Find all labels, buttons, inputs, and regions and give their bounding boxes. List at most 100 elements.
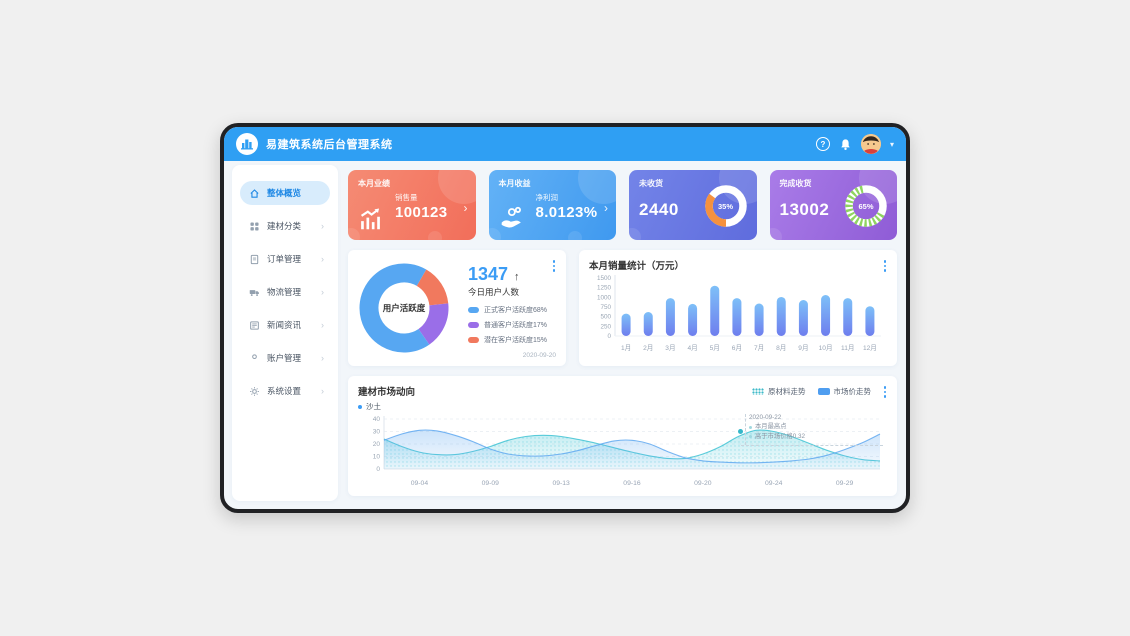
sidebar-item-1[interactable]: 整体概览: [240, 181, 330, 205]
chevron-right-icon: ›: [321, 386, 324, 396]
svg-text:1250: 1250: [597, 285, 612, 292]
tooltip-guide-line: [745, 414, 746, 445]
percent-label: 65%: [858, 201, 874, 211]
metric-value: 100123: [395, 204, 448, 221]
svg-text:09-29: 09-29: [836, 480, 854, 487]
svg-text:3月: 3月: [665, 344, 675, 352]
more-menu-icon[interactable]: [882, 258, 889, 274]
chevron-right-icon: ›: [321, 320, 324, 330]
sidebar-item-label: 账户管理: [267, 353, 302, 363]
date-label: 2020-09-20: [522, 352, 556, 359]
legend-label: 正式客户活跃度68%: [484, 307, 548, 314]
series-sub-label: 沙土: [358, 401, 887, 412]
news-icon: [250, 320, 259, 330]
bell-icon[interactable]: [839, 138, 852, 151]
svg-text:7月: 7月: [754, 344, 764, 352]
dot-icon: [749, 425, 752, 429]
svg-text:09-13: 09-13: [552, 480, 570, 487]
chevron-right-icon: ›: [321, 353, 324, 363]
orders-icon: [250, 254, 259, 264]
legend-label: 普通客户活跃度17%: [484, 322, 548, 329]
category-icon: [250, 221, 259, 231]
chevron-right-icon[interactable]: ›: [604, 200, 608, 215]
svg-text:1月: 1月: [621, 344, 631, 352]
svg-text:09-04: 09-04: [411, 480, 429, 487]
stat-card-received-done[interactable]: 完成收货 13002 65%: [769, 170, 897, 240]
more-menu-icon[interactable]: [882, 384, 889, 400]
chart-tooltip: 2020-09-22 本月最高点 高于市场价格0.32: [749, 414, 806, 440]
user-avatar[interactable]: [860, 134, 881, 154]
chevron-right-icon[interactable]: ›: [463, 200, 468, 215]
stat-card-performance[interactable]: 本月业绩 销售量 100123 ›: [348, 170, 476, 240]
activity-legend-item: 普通客户活跃度17%: [468, 320, 556, 330]
tooltip-date: 2020-09-22: [749, 414, 782, 421]
count-label: 今日用户人数: [468, 287, 520, 297]
svg-text:0: 0: [607, 333, 611, 340]
stat-card-not-received[interactable]: 未收货 2440 35%: [629, 170, 757, 240]
monthly-sales-panel: 本月销量统计（万元） 1500 1250 1000 750 500 250 0 1月 2月 3月 4…: [579, 250, 897, 366]
trend-up-chart-icon: [360, 208, 380, 230]
sidebar-item-6[interactable]: 账户管理 ›: [240, 346, 330, 370]
stat-card-title: 本月收益: [498, 179, 531, 188]
legend-swatch: [752, 387, 764, 395]
svg-text:4月: 4月: [687, 344, 697, 352]
svg-text:20: 20: [373, 441, 381, 448]
panel-title: 本月销量统计（万元）: [589, 261, 685, 272]
sidebar-item-7[interactable]: 系统设置 ›: [240, 379, 330, 403]
sidebar-item-5[interactable]: 新闻资讯 ›: [240, 313, 330, 337]
metric-value: 2440: [639, 200, 679, 219]
legend-label: 潜在客户活跃度15%: [484, 337, 548, 344]
svg-text:5月: 5月: [710, 344, 720, 352]
user-activity-panel: 用户活跃度 1347 ↑ 今日用户人数 正式客户活跃度68% 普通客户活跃度17%…: [348, 250, 566, 366]
svg-text:1000: 1000: [597, 294, 612, 301]
mini-donut-chart: 65%: [843, 183, 889, 229]
help-icon[interactable]: ?: [815, 137, 830, 151]
today-user-count: 1347: [468, 264, 509, 284]
metric-value: 13002: [779, 200, 830, 219]
sidebar-item-3[interactable]: 订单管理 ›: [240, 247, 330, 271]
monthly-sales-bar-chart: 1500 1250 1000 750 500 250 0 1月 2月 3月 4月 5月 6月 7月 8月 9月…: [597, 275, 881, 352]
stat-card-title: 未收货: [639, 179, 663, 188]
chevron-down-icon[interactable]: ▾: [889, 139, 894, 149]
stat-card-title: 完成收货: [779, 179, 812, 188]
stat-card-income[interactable]: 本月收益 净利润 8.0123% ›: [488, 170, 616, 240]
legend-swatch: [468, 322, 479, 328]
market-trend-chart: 0 10 20 30 40 09-04 09-09 09-13 09-16 09-20 09-24 0…: [358, 413, 887, 493]
app-logo: [236, 133, 258, 155]
app-window: 易建筑系统后台管理系统 ? ▾: [220, 123, 910, 513]
building-logo-icon: [241, 139, 253, 150]
account-icon: [252, 353, 257, 359]
metric-value: 8.0123%: [535, 204, 598, 221]
svg-text:8月: 8月: [776, 344, 786, 352]
svg-text:750: 750: [600, 304, 611, 311]
svg-text:500: 500: [600, 314, 611, 321]
more-menu-icon[interactable]: [551, 258, 558, 274]
main-content: 本月业绩 销售量 100123 ›: [348, 165, 897, 501]
dot-icon: [749, 435, 752, 439]
stat-cards-row: 本月业绩 销售量 100123 ›: [348, 170, 897, 240]
sidebar-item-label: 新闻资讯: [267, 320, 302, 330]
legend-label: 市场价走势: [833, 386, 872, 396]
stat-card-title: 本月业绩: [358, 179, 390, 188]
home-icon: [250, 188, 259, 198]
legend-swatch: [468, 307, 479, 313]
hand-coins-icon: [501, 206, 521, 228]
svg-text:09-20: 09-20: [694, 480, 712, 487]
sidebar-item-label: 物流管理: [267, 287, 302, 297]
svg-text:6月: 6月: [732, 344, 742, 352]
trend-legend-item[interactable]: 原材料走势: [752, 386, 806, 397]
trend-legend-item[interactable]: 市场价走势: [817, 386, 872, 397]
logistics-truck-icon: [249, 289, 259, 296]
svg-text:9月: 9月: [798, 344, 808, 352]
header-bar: 易建筑系统后台管理系统 ? ▾: [224, 127, 906, 161]
metric-label: 销售量: [395, 193, 418, 202]
svg-text:30: 30: [373, 429, 381, 436]
tooltip-guide-line: [741, 445, 883, 446]
sidebar-item-2[interactable]: 建材分类 ›: [240, 214, 330, 238]
trend-legend: 原材料走势 市场价走势: [752, 386, 871, 397]
settings-gear-icon: [250, 386, 259, 396]
legend-swatch: [817, 387, 830, 395]
svg-text:09-24: 09-24: [765, 480, 783, 487]
sidebar-item-4[interactable]: 物流管理 ›: [240, 280, 330, 304]
